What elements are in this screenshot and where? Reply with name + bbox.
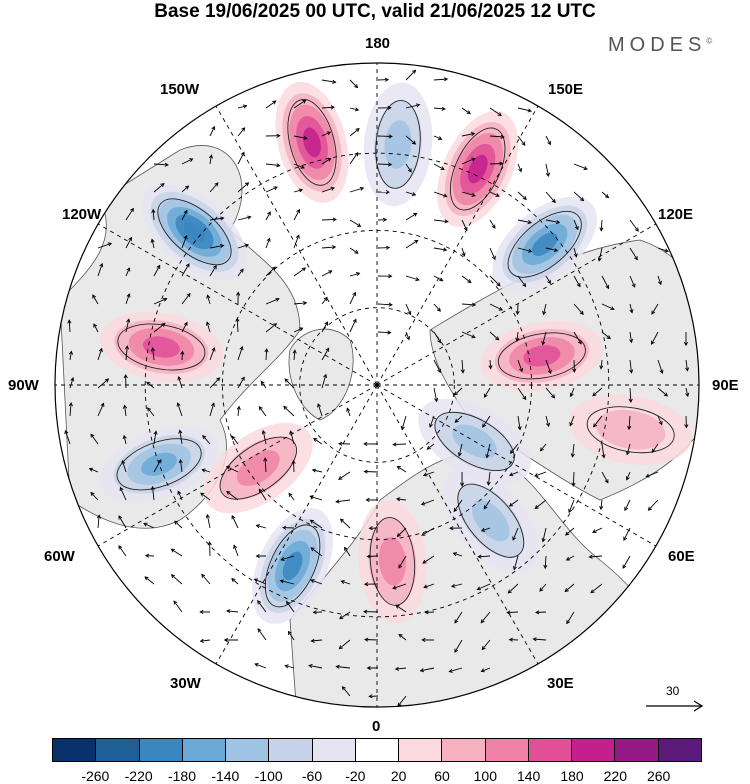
colorbar-swatch — [615, 739, 658, 761]
colorbar-tick-label: 180 — [560, 768, 583, 784]
colorbar-tick-label: -20 — [345, 768, 365, 784]
lon-label-30w: 30W — [170, 676, 201, 692]
colorbar-swatch — [659, 739, 701, 761]
lon-label-90e: 90E — [712, 378, 739, 394]
colorbar-swatch — [442, 739, 485, 761]
colorbar-swatch — [183, 739, 226, 761]
colorbar-tick-label: 260 — [647, 768, 670, 784]
colorbar-tick-label: -140 — [211, 768, 239, 784]
colorbar-swatch — [399, 739, 442, 761]
colorbar-swatch — [572, 739, 615, 761]
lon-label-180: 180 — [365, 36, 390, 52]
lon-label-60w: 60W — [44, 549, 75, 565]
colorbar-swatch — [269, 739, 312, 761]
colorbar-tick-label: -180 — [168, 768, 196, 784]
colorbar-swatch — [226, 739, 269, 761]
colorbar-tick-label: -100 — [255, 768, 283, 784]
colorbar-tick-label: 140 — [517, 768, 540, 784]
colorbar-tick-label: 20 — [391, 768, 407, 784]
lon-label-90w: 90W — [8, 378, 39, 394]
lon-label-60e: 60E — [668, 549, 695, 565]
colorbar-swatch — [96, 739, 139, 761]
colorbar-tick-label: -60 — [302, 768, 322, 784]
colorbar — [52, 738, 702, 762]
colorbar-swatch — [529, 739, 572, 761]
colorbar-tick-label: 100 — [474, 768, 497, 784]
colorbar-swatch — [486, 739, 529, 761]
colorbar-tick-label: -220 — [125, 768, 153, 784]
colorbar-tick-label: 60 — [434, 768, 450, 784]
colorbar-swatch — [140, 739, 183, 761]
colorbar-swatch — [53, 739, 96, 761]
colorbar-tick-label: 220 — [604, 768, 627, 784]
reference-vector-arrow — [646, 698, 706, 714]
lon-label-150e: 150E — [548, 82, 583, 98]
lon-label-150w: 150W — [160, 82, 199, 98]
reference-vector-value: 30 — [666, 684, 679, 698]
lon-label-0: 0 — [372, 719, 380, 735]
colorbar-swatch — [313, 739, 356, 761]
colorbar-tick-label: -260 — [81, 768, 109, 784]
lon-label-30e: 30E — [547, 676, 574, 692]
lon-label-120e: 120E — [658, 207, 693, 223]
colorbar-swatch — [356, 739, 399, 761]
lon-label-120w: 120W — [62, 207, 101, 223]
